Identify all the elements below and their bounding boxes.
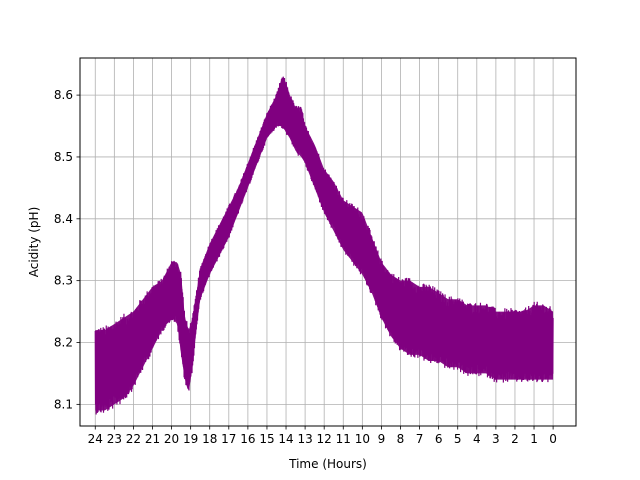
x-axis-label: Time (Hours) [288,457,367,471]
x-tick-label: 18 [202,432,217,446]
x-tick-label: 16 [240,432,255,446]
y-axis-ticks: 8.1 8.2 8.3 8.4 8.5 8.6 [54,88,80,411]
x-tick-label: 14 [278,432,293,446]
x-tick-label: 7 [416,432,424,446]
x-tick-label: 10 [355,432,370,446]
x-tick-label: 9 [378,432,386,446]
x-tick-label: 19 [183,432,198,446]
x-tick-label: 6 [435,432,443,446]
x-tick-label: 4 [473,432,481,446]
x-tick-label: 22 [126,432,141,446]
y-tick-label: 8.1 [54,397,73,411]
x-tick-label: 23 [107,432,122,446]
series-line [94,76,554,415]
x-tick-label: 0 [549,432,557,446]
y-tick-label: 8.3 [54,274,73,288]
x-tick-label: 21 [145,432,160,446]
data-series [94,76,554,415]
x-tick-label: 13 [297,432,312,446]
x-tick-label: 2 [511,432,519,446]
x-tick-label: 1 [530,432,538,446]
x-tick-label: 8 [397,432,405,446]
x-axis-ticks: 24 23 22 21 20 19 18 17 16 15 14 13 12 11 10 9 8 7 6 5 4 3 2 1 0 [88,426,557,446]
y-tick-label: 8.6 [54,88,73,102]
x-tick-label: 15 [259,432,274,446]
y-tick-label: 8.2 [54,336,73,350]
y-axis-label: Acidity (pH) [27,207,41,278]
x-tick-label: 3 [492,432,500,446]
x-tick-label: 5 [454,432,462,446]
x-tick-label: 12 [317,432,332,446]
plot-frame [79,57,577,427]
x-tick-label: 11 [336,432,351,446]
y-tick-label: 8.5 [54,150,73,164]
y-tick-label: 8.4 [54,212,73,226]
x-tick-label: 20 [164,432,179,446]
x-tick-label: 17 [221,432,236,446]
x-tick-label: 24 [88,432,103,446]
